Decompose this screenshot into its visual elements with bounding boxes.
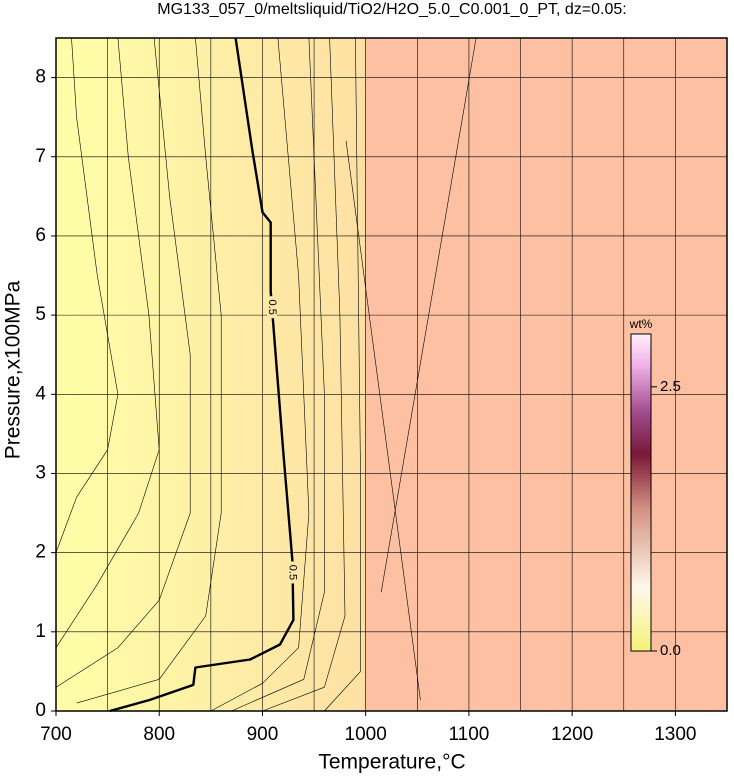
plot-frame	[55, 37, 728, 712]
contour-line	[324, 37, 361, 712]
y-tick-label: 4	[35, 383, 46, 404]
y-tick-label: 7	[35, 146, 46, 167]
phase-boundary	[345, 140, 421, 700]
x-tick-label: 700	[40, 724, 72, 745]
x-tick-label: 1100	[448, 724, 489, 745]
y-tick-label: 2	[35, 542, 46, 563]
x-tick-label: 1300	[654, 724, 696, 745]
contour-line	[55, 37, 160, 648]
x-tick-label: 1200	[551, 724, 593, 745]
x-tick-label: 800	[143, 724, 175, 745]
contour-line	[231, 37, 325, 712]
y-tick-label: 8	[35, 67, 46, 88]
contour-line	[55, 37, 191, 688]
contour-label-bg	[287, 561, 298, 584]
phase-boundary	[380, 37, 477, 593]
x-axis-label: Temperature,°C	[318, 751, 465, 774]
contour-line-bold	[109, 37, 295, 713]
low-region	[56, 38, 365, 711]
contour-label-bg	[266, 296, 277, 319]
contour-line	[76, 37, 222, 704]
y-tick-label: 0	[35, 700, 46, 721]
colorbar-label: wt%	[629, 317, 653, 331]
x-tick-label: 900	[247, 724, 279, 745]
contour-line	[55, 37, 119, 553]
y-tick-label: 5	[35, 304, 46, 325]
colorbar	[630, 333, 652, 652]
x-tick-label: 1000	[345, 724, 387, 745]
contour-label: 0.5	[266, 300, 278, 315]
contour-label: 0.5	[287, 565, 299, 580]
colorbar-tick-label: 2.5	[660, 378, 681, 395]
y-axis-label: Pressure,x100MPa	[2, 280, 25, 459]
y-tick-label: 6	[35, 225, 46, 246]
colorbar-tick-label: 0.0	[660, 642, 681, 659]
chart-title: MG133_057_0/meltsliquid/TiO2/H2O_5.0_C0.…	[157, 1, 626, 18]
contour-line	[262, 37, 346, 712]
contour-line	[210, 37, 310, 712]
y-tick-label: 3	[35, 462, 46, 483]
y-tick-label: 1	[35, 621, 46, 642]
